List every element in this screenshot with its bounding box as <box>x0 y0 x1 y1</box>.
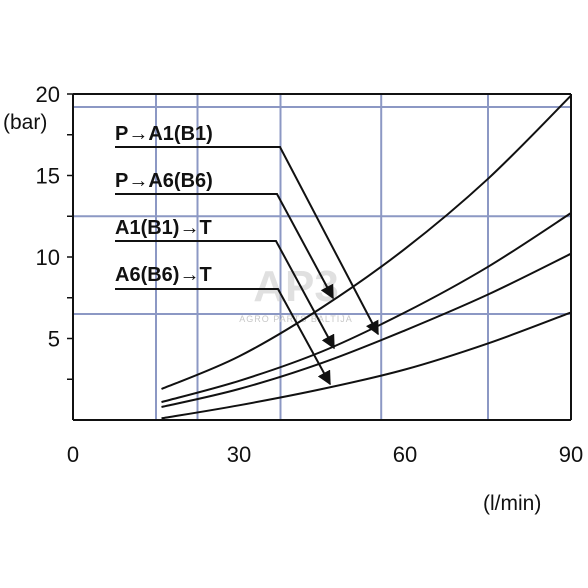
x-tick-label-30: 30 <box>227 442 251 467</box>
series-leader-1 <box>115 146 379 336</box>
series-curve-3 <box>161 252 572 408</box>
series-leader-2 <box>115 193 334 300</box>
series-curve-1 <box>161 94 572 390</box>
y-axis-label: (bar) <box>3 111 47 134</box>
watermark: AP3 AGRO PARTS BALTIJA <box>239 262 352 324</box>
y-tick-label-5: 5 <box>48 327 60 352</box>
chart-axes <box>67 93 572 421</box>
series-leader-3 <box>115 240 335 350</box>
series-label-3: A1(B1)→T <box>115 217 212 239</box>
series-curve-4 <box>161 311 572 420</box>
x-tick-label-0: 0 <box>67 442 79 467</box>
y-tick-label-20: 20 <box>36 82 60 107</box>
x-tick-label-90: 90 <box>559 442 583 467</box>
series-curves <box>161 94 572 420</box>
series-leader-4 <box>115 288 331 386</box>
y-tick-label-10: 10 <box>36 245 60 270</box>
x-tick-label-60: 60 <box>393 442 417 467</box>
x-axis-label: (l/min) <box>483 492 541 515</box>
series-label-1: P→A1(B1) <box>115 123 213 145</box>
tick-labels: 0 30 60 90 5 10 15 20 <box>36 82 584 467</box>
series-label-4: A6(B6)→T <box>115 264 212 286</box>
series-label-2: P→A6(B6) <box>115 170 213 192</box>
y-tick-label-15: 15 <box>36 164 60 189</box>
series-labels: P→A1(B1) P→A6(B6) A1(B1)→T A6(B6)→T <box>115 123 379 386</box>
